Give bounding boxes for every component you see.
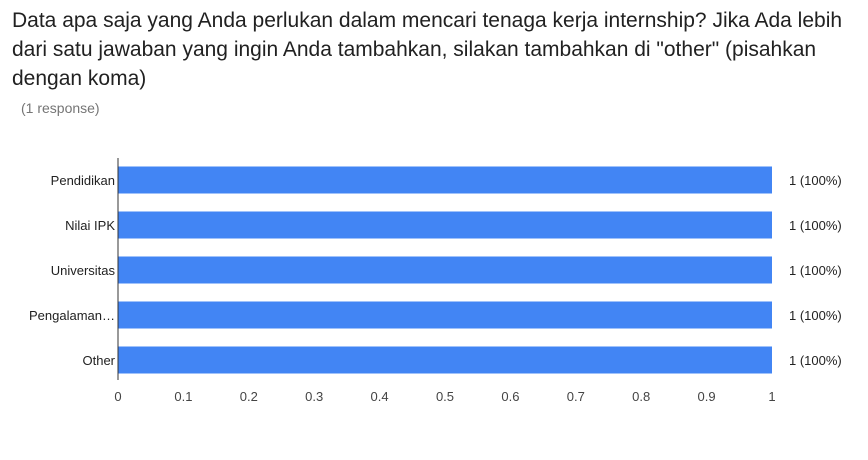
category-label-4: Other (82, 353, 115, 368)
data-label-0: 1 (100%) (789, 173, 842, 188)
x-tick-label-5: 0.5 (436, 389, 454, 404)
x-tick-label-1: 0.1 (174, 389, 192, 404)
bar-3 (118, 301, 772, 329)
x-tick-label-3: 0.3 (305, 389, 323, 404)
category-label-0: Pendidikan (51, 173, 115, 188)
category-label-2: Universitas (51, 263, 116, 278)
bars-layer (118, 166, 772, 374)
data-label-3: 1 (100%) (789, 308, 842, 323)
data-label-4: 1 (100%) (789, 353, 842, 368)
data-label-2: 1 (100%) (789, 263, 842, 278)
x-tick-label-8: 0.8 (632, 389, 650, 404)
bar-0 (118, 166, 772, 194)
response-count: (1 response) (21, 100, 100, 116)
x-tick-label-6: 0.6 (501, 389, 519, 404)
x-tick-label-9: 0.9 (698, 389, 716, 404)
x-tick-label-10: 1 (768, 389, 775, 404)
data-label-1: 1 (100%) (789, 218, 842, 233)
question-title: Data apa saja yang Anda perlukan dalam m… (12, 9, 843, 90)
bar-1 (118, 211, 772, 239)
x-tick-label-0: 0 (114, 389, 121, 404)
x-tick-label-2: 0.2 (240, 389, 258, 404)
x-tick-label-4: 0.4 (371, 389, 389, 404)
x-tick-label-7: 0.7 (567, 389, 585, 404)
category-label-3: Pengalaman… (29, 308, 115, 323)
bar-4 (118, 346, 772, 374)
category-label-1: Nilai IPK (65, 218, 115, 233)
labels-layer: Pendidikan 1 (100%) Nilai IPK 1 (100%) Unive… (29, 173, 842, 404)
bar-2 (118, 256, 772, 284)
